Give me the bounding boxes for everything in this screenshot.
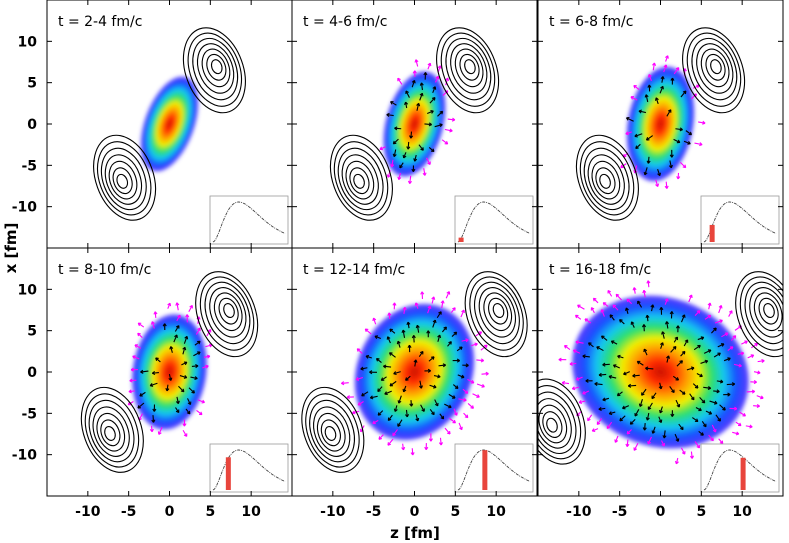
y-tick-label: -10 — [12, 448, 38, 464]
x-axis-label: z [fm] — [390, 524, 440, 542]
panel-title: t = 4-6 fm/c — [303, 14, 387, 30]
inset-bar — [482, 450, 488, 490]
inset-distribution — [700, 443, 780, 493]
y-tick-label: 10 — [18, 34, 38, 50]
x-tick-label: -5 — [612, 504, 628, 520]
flow-arrows — [379, 59, 456, 185]
nucleus-contours — [538, 378, 586, 465]
nucleus-contours — [93, 134, 157, 221]
x-tick-label: 5 — [696, 504, 706, 520]
panel-title: t = 12-14 fm/c — [303, 262, 405, 278]
panel-title: t = 2-4 fm/c — [58, 14, 142, 30]
panel-title: t = 8-10 fm/c — [58, 262, 151, 278]
x-tick-label: -10 — [320, 504, 346, 520]
y-axis-label: x [fm] — [2, 223, 20, 274]
nucleus-contours — [735, 271, 783, 358]
density-blob — [626, 66, 695, 182]
inset-bar — [458, 237, 464, 242]
inset-distribution — [209, 195, 289, 245]
x-tick-label: 5 — [450, 504, 460, 520]
panel-2: t = 4-6 fm/c — [291, 0, 538, 249]
inset-bar — [740, 457, 746, 490]
inset-distribution — [209, 443, 289, 493]
nucleus-contours — [80, 386, 144, 473]
y-tick-label: -10 — [12, 200, 38, 216]
x-tick-label: 10 — [241, 504, 261, 520]
x-tick-label: 0 — [656, 504, 666, 520]
flow-arrows — [341, 291, 489, 456]
y-tick-label: -5 — [21, 158, 37, 174]
density-blob — [383, 71, 446, 177]
x-tick-label: -5 — [366, 504, 382, 520]
nucleus-contours — [301, 386, 365, 473]
y-tick-label: 0 — [27, 117, 37, 133]
x-tick-label: 0 — [410, 504, 420, 520]
nucleus-contours — [436, 27, 500, 114]
x-tick-label: 0 — [165, 504, 175, 520]
panel-title: t = 6-8 fm/c — [549, 14, 633, 30]
density-blob — [140, 76, 199, 172]
inset-distribution — [454, 195, 534, 245]
y-tick-label: 5 — [27, 324, 37, 340]
nucleus-contours — [682, 27, 746, 114]
density-blob — [572, 295, 749, 449]
density-blob — [132, 314, 207, 430]
x-tick-label: -10 — [566, 504, 592, 520]
panel-4: t = 8-10 fm/c — [46, 247, 293, 497]
nucleus-contours — [464, 271, 528, 358]
y-tick-label: -5 — [21, 406, 37, 422]
inset-bar — [225, 457, 231, 490]
nucleus-contours — [182, 27, 246, 114]
y-tick-label: 0 — [27, 365, 37, 381]
density-blob — [354, 303, 475, 441]
inset-distribution — [454, 443, 534, 493]
x-tick-label: 5 — [205, 504, 215, 520]
x-tick-label: 10 — [732, 504, 752, 520]
flow-arrows — [127, 302, 213, 437]
panel-title: t = 16-18 fm/c — [549, 262, 651, 278]
y-tick-label: 10 — [18, 282, 38, 298]
x-tick-label: -5 — [121, 504, 137, 520]
inset-distribution — [700, 195, 780, 245]
nucleus-contours — [575, 134, 639, 221]
x-tick-label: 10 — [486, 504, 506, 520]
panel-5: t = 12-14 fm/c — [291, 247, 538, 497]
panel-6: t = 16-18 fm/c — [537, 247, 784, 497]
inset-bar — [709, 224, 715, 242]
panel-1: t = 2-4 fm/c — [46, 0, 293, 249]
x-tick-label: -10 — [75, 504, 101, 520]
nucleus-contours — [195, 271, 259, 358]
nucleus-contours — [329, 134, 393, 221]
y-tick-label: 5 — [27, 76, 37, 92]
panel-3: t = 6-8 fm/c — [537, 0, 784, 249]
